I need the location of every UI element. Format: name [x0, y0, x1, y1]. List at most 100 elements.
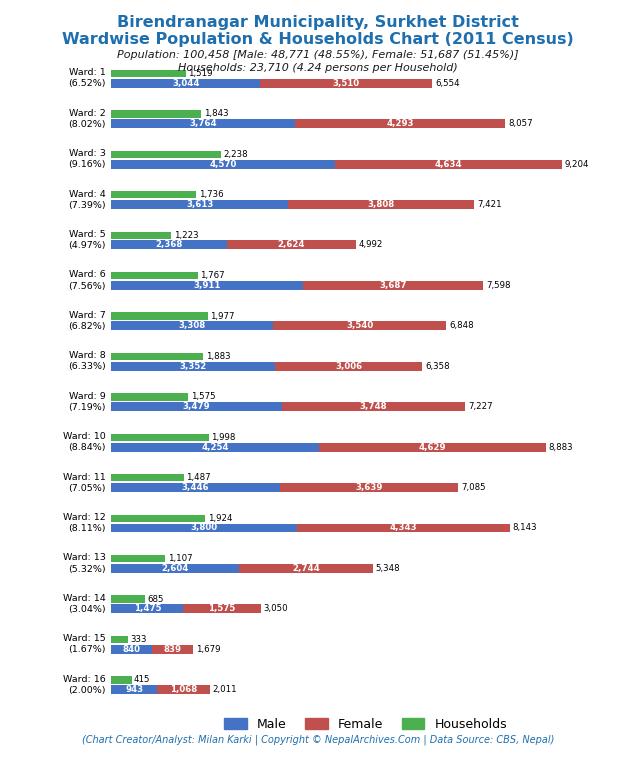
Bar [111, 281, 303, 290]
Text: 6,848: 6,848 [449, 321, 474, 330]
Bar [282, 402, 465, 411]
Text: 4,992: 4,992 [359, 240, 383, 250]
Bar [111, 604, 183, 614]
Text: 2,368: 2,368 [156, 240, 183, 250]
Bar [111, 685, 158, 694]
Text: 840: 840 [123, 645, 141, 654]
Text: 3,687: 3,687 [379, 281, 406, 290]
Bar [111, 645, 153, 654]
Text: 3,308: 3,308 [179, 321, 206, 330]
Text: 415: 415 [134, 676, 151, 684]
Text: 1,736: 1,736 [198, 190, 223, 199]
Bar [111, 677, 132, 684]
Text: 333: 333 [130, 635, 146, 644]
Bar [111, 353, 204, 360]
Bar [111, 474, 184, 482]
Text: 1,475: 1,475 [134, 604, 161, 614]
Text: 2,238: 2,238 [223, 150, 248, 159]
Text: 685: 685 [148, 594, 163, 604]
Text: 1,575: 1,575 [209, 604, 235, 614]
Text: 5,348: 5,348 [376, 564, 401, 573]
Bar [153, 645, 193, 654]
Bar [111, 313, 208, 319]
Bar [111, 240, 227, 250]
Text: 6,554: 6,554 [435, 78, 459, 88]
Text: 1,924: 1,924 [208, 514, 232, 523]
Bar [296, 119, 506, 128]
Text: 1,679: 1,679 [197, 645, 221, 654]
Text: 2,624: 2,624 [277, 240, 305, 250]
Text: 943: 943 [125, 685, 144, 694]
Text: 3,764: 3,764 [190, 119, 217, 128]
Bar [111, 191, 197, 198]
Text: 1,575: 1,575 [191, 392, 216, 402]
Bar [111, 442, 319, 452]
Bar [111, 151, 221, 158]
Text: 4,570: 4,570 [209, 160, 237, 168]
Bar [111, 70, 186, 77]
Bar [183, 604, 261, 614]
Bar [275, 362, 422, 371]
Bar [319, 442, 546, 452]
Bar [111, 393, 188, 401]
Text: 9,204: 9,204 [565, 160, 589, 168]
Text: 3,800: 3,800 [191, 524, 218, 532]
Text: 3,044: 3,044 [172, 78, 200, 88]
Text: 3,050: 3,050 [263, 604, 288, 614]
Bar [111, 321, 273, 330]
Text: 3,352: 3,352 [180, 362, 207, 371]
Bar [303, 281, 483, 290]
Text: 7,421: 7,421 [477, 200, 502, 209]
Text: 4,293: 4,293 [387, 119, 414, 128]
Bar [227, 240, 356, 250]
Text: 3,639: 3,639 [356, 483, 383, 492]
Bar [111, 564, 238, 573]
Text: 7,085: 7,085 [461, 483, 485, 492]
Text: 6,358: 6,358 [425, 362, 450, 371]
Text: 1,107: 1,107 [168, 554, 193, 563]
Text: Wardwise Population & Households Chart (2011 Census): Wardwise Population & Households Chart (… [62, 32, 574, 48]
Text: 4,343: 4,343 [390, 524, 417, 532]
Bar [111, 232, 171, 239]
Text: Households: 23,710 (4.24 persons per Household): Households: 23,710 (4.24 persons per Hou… [178, 63, 458, 73]
Text: 1,223: 1,223 [174, 230, 198, 240]
Text: 4,634: 4,634 [434, 160, 462, 168]
Bar [111, 555, 165, 562]
Text: Birendranagar Municipality, Surkhet District: Birendranagar Municipality, Surkhet Dist… [117, 15, 519, 31]
Text: 2,744: 2,744 [292, 564, 320, 573]
Bar [111, 119, 296, 128]
Bar [238, 564, 373, 573]
Text: 3,911: 3,911 [193, 281, 221, 290]
Text: 1,883: 1,883 [206, 352, 230, 361]
Text: 1,998: 1,998 [212, 433, 236, 442]
Bar [111, 402, 282, 411]
Bar [273, 321, 446, 330]
Text: (Chart Creator/Analyst: Milan Karki | Copyright © NepalArchives.Com | Data Sourc: (Chart Creator/Analyst: Milan Karki | Co… [82, 734, 554, 745]
Text: 3,808: 3,808 [368, 200, 395, 209]
Text: 8,057: 8,057 [508, 119, 533, 128]
Text: 1,843: 1,843 [204, 109, 228, 118]
Text: 7,598: 7,598 [486, 281, 511, 290]
Text: 1,767: 1,767 [200, 271, 225, 280]
Text: 8,143: 8,143 [513, 524, 537, 532]
Text: Population: 100,458 [Male: 48,771 (48.55%), Female: 51,687 (51.45%)]: Population: 100,458 [Male: 48,771 (48.55… [117, 50, 519, 60]
Bar [111, 79, 260, 88]
Text: 3,540: 3,540 [346, 321, 373, 330]
Bar [111, 483, 280, 492]
Bar [111, 362, 275, 371]
Bar [260, 79, 432, 88]
Bar [280, 483, 458, 492]
Text: 4,254: 4,254 [202, 442, 229, 452]
Text: 7,227: 7,227 [468, 402, 492, 411]
Text: 1,068: 1,068 [170, 685, 197, 694]
Bar [111, 434, 209, 441]
Bar [111, 515, 205, 522]
Text: 1,487: 1,487 [186, 473, 211, 482]
Bar [288, 200, 474, 209]
Bar [111, 595, 145, 603]
Bar [111, 160, 335, 168]
Text: 1,519: 1,519 [188, 69, 212, 78]
Text: 839: 839 [164, 645, 182, 654]
Bar [335, 160, 562, 168]
Text: 3,446: 3,446 [182, 483, 209, 492]
